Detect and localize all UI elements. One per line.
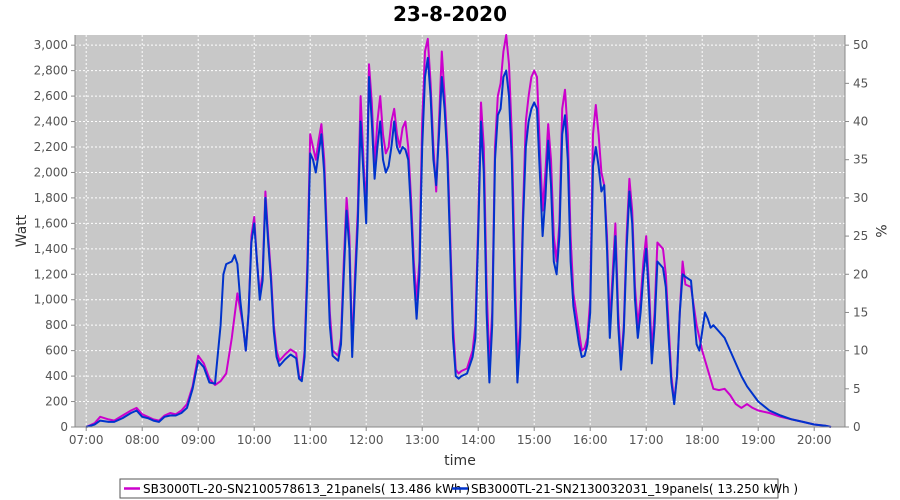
y-tick-label: 3,000 bbox=[34, 38, 68, 52]
y-right-tick-label: 25 bbox=[853, 229, 868, 243]
x-tick-label: 14:00 bbox=[461, 433, 496, 447]
y-tick-label: 0 bbox=[60, 420, 68, 434]
y-tick-label: 2,800 bbox=[34, 64, 68, 78]
y-right-tick-label: 10 bbox=[853, 344, 868, 358]
x-tick-label: 11:00 bbox=[293, 433, 328, 447]
plot-background bbox=[75, 35, 845, 427]
y-right-tick-label: 50 bbox=[853, 38, 868, 52]
legend-item-1: SB3000TL-20-SN2100578613_21panels( 13.48… bbox=[143, 482, 470, 496]
x-tick-label: 20:00 bbox=[797, 433, 832, 447]
x-tick-label: 12:00 bbox=[349, 433, 384, 447]
x-tick-label: 15:00 bbox=[517, 433, 552, 447]
legend-box bbox=[119, 478, 779, 499]
y-tick-label: 2,200 bbox=[34, 140, 68, 154]
y-tick-label: 1,200 bbox=[34, 267, 68, 281]
y-axis-label: Watt bbox=[14, 214, 30, 247]
y-right-tick-label: 20 bbox=[853, 267, 868, 281]
y-tick-label: 1,400 bbox=[34, 242, 68, 256]
y-right-tick-label: 5 bbox=[853, 382, 861, 396]
x-tick-label: 07:00 bbox=[69, 433, 104, 447]
y-tick-label: 2,400 bbox=[34, 115, 68, 129]
series-layer bbox=[85, 34, 832, 428]
y-tick-label: 2,600 bbox=[34, 89, 68, 103]
y-axis-right-ticks: 0 5 10 15 20 25 30 35 40 45 50 bbox=[845, 38, 868, 434]
x-tick-label: 08:00 bbox=[125, 433, 160, 447]
y-tick-label: 600 bbox=[45, 344, 68, 358]
x-tick-label: 16:00 bbox=[573, 433, 608, 447]
y-right-tick-label: 0 bbox=[853, 420, 861, 434]
y-tick-label: 1,600 bbox=[34, 216, 68, 230]
y-axis-ticks: 0 200 400 600 800 1,000 1,200 1,400 1,600 1,800 2,… bbox=[34, 38, 75, 434]
x-tick-label: 13:00 bbox=[405, 433, 440, 447]
y-right-tick-label: 30 bbox=[853, 191, 868, 205]
legend: SB3000TL-20-SN2100578613_21panels( 13.48… bbox=[119, 478, 798, 499]
x-tick-label: 09:00 bbox=[181, 433, 216, 447]
y-tick-label: 800 bbox=[45, 318, 68, 332]
y-right-tick-label: 35 bbox=[853, 153, 868, 167]
chart-title: 23-8-2020 bbox=[393, 2, 507, 26]
y-tick-label: 200 bbox=[45, 395, 68, 409]
y-tick-label: 1,800 bbox=[34, 191, 68, 205]
x-tick-label: 17:00 bbox=[629, 433, 664, 447]
y-tick-label: 1,000 bbox=[34, 293, 68, 307]
y-right-tick-label: 45 bbox=[853, 76, 868, 90]
y-tick-label: 2,000 bbox=[34, 165, 68, 179]
legend-item-2: SB3000TL-21-SN2130032031_19panels( 13.25… bbox=[471, 482, 798, 496]
y-tick-label: 400 bbox=[45, 369, 68, 383]
x-tick-label: 18:00 bbox=[685, 433, 720, 447]
x-tick-label: 10:00 bbox=[237, 433, 272, 447]
x-tick-label: 19:00 bbox=[741, 433, 776, 447]
y-axis-right-label: % bbox=[872, 224, 888, 237]
x-axis-label: time bbox=[444, 453, 476, 469]
series-line-2 bbox=[85, 56, 832, 428]
y-right-tick-label: 15 bbox=[853, 305, 868, 319]
y-right-tick-label: 40 bbox=[853, 115, 868, 129]
x-axis-ticks: 07:00 08:00 09:00 10:00 11:00 12:00 13:00 14:00… bbox=[69, 427, 832, 447]
